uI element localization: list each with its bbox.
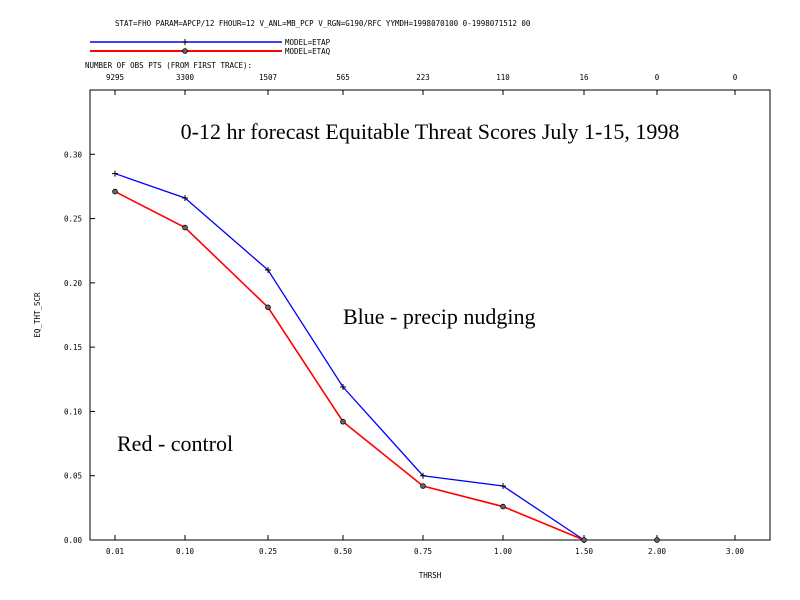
x-tick-label: 1.00 [494, 547, 513, 556]
obs-count: 1507 [259, 73, 277, 82]
legend: MODEL=ETAP MODEL=ETAQ [90, 38, 331, 56]
obs-counts: 9295 3300 1507 565 223 110 16 0 0 [106, 73, 738, 82]
x-tick-label: 3.00 [726, 547, 745, 556]
data-point [500, 483, 506, 489]
annotation-blue: Blue - precip nudging [343, 304, 535, 329]
data-point [581, 537, 587, 543]
x-axis-label: THRSH [419, 571, 442, 580]
data-point [654, 537, 660, 543]
data-point [182, 224, 188, 231]
obs-count: 0 [733, 73, 738, 82]
data-point [340, 418, 346, 425]
obs-count-header: NUMBER OF OBS PTS (FROM FIRST TRACE): [85, 61, 252, 70]
annotation-red: Red - control [117, 431, 233, 456]
series-layer [112, 170, 660, 543]
x-tick-label: 0.10 [176, 547, 195, 556]
x-tick-label: 0.50 [334, 547, 353, 556]
data-point [182, 48, 188, 54]
y-tick-label: 0.00 [64, 536, 83, 545]
series-line [114, 190, 585, 541]
data-point [420, 483, 426, 489]
y-tick-label: 0.05 [64, 472, 82, 481]
data-point [112, 188, 118, 195]
y-tick-label: 0.10 [64, 407, 83, 416]
data-point [265, 304, 271, 311]
obs-count: 0 [655, 73, 660, 82]
legend-label-etap: MODEL=ETAP [285, 38, 331, 47]
series-model-etaq [112, 188, 660, 543]
data-point [265, 267, 271, 273]
obs-count: 565 [336, 73, 350, 82]
data-point [340, 384, 346, 390]
obs-count: 16 [579, 73, 589, 82]
data-point [182, 195, 188, 201]
y-tick-label: 0.30 [64, 150, 83, 159]
y-axis: 0.00 0.05 0.10 0.15 0.20 0.25 0.30 [64, 150, 95, 545]
obs-count: 9295 [106, 73, 124, 82]
x-tick-label: 0.75 [414, 547, 432, 556]
obs-count: 223 [416, 73, 430, 82]
data-point [500, 503, 506, 510]
data-point [112, 170, 118, 177]
x-tick-label: 0.25 [259, 547, 277, 556]
y-axis-label: EQ_THT_SCR [33, 292, 42, 338]
y-tick-label: 0.25 [64, 215, 82, 224]
data-point [420, 472, 426, 479]
data-point [182, 39, 188, 45]
x-tick-label: 0.01 [106, 547, 124, 556]
y-tick-label: 0.15 [64, 343, 82, 352]
run-info-header: STAT=FHO PARAM=APCP/12 FHOUR=12 V_ANL=MB… [115, 19, 531, 28]
x-tick-label: 2.00 [648, 547, 667, 556]
chart-title: 0-12 hr forecast Equitable Threat Scores… [181, 119, 680, 144]
obs-count: 110 [496, 73, 510, 82]
legend-label-etaq: MODEL=ETAQ [285, 47, 331, 56]
obs-count: 3300 [176, 73, 195, 82]
x-tick-label: 1.50 [575, 547, 594, 556]
plot-frame [89, 89, 771, 541]
y-tick-label: 0.20 [64, 279, 83, 288]
x-axis: 0.01 0.10 0.25 0.50 0.75 1.00 1.50 2.00 3.00 [106, 90, 745, 556]
